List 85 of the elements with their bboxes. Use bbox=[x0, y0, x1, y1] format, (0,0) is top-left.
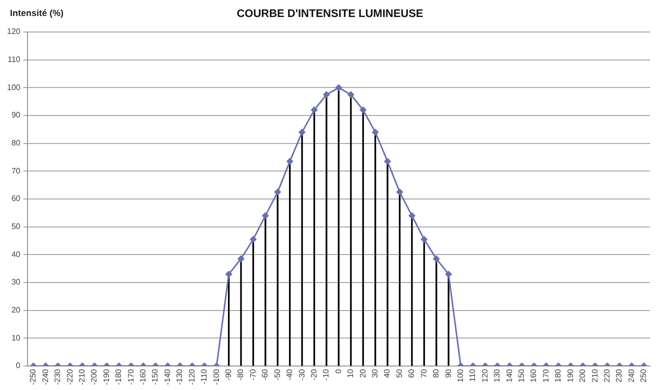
x-tick-label: -170 bbox=[126, 368, 136, 386]
point bbox=[384, 158, 391, 165]
x-tick-label: 180 bbox=[554, 368, 563, 382]
x-tick-label: 220 bbox=[602, 368, 612, 382]
x-tick-label: -20 bbox=[309, 368, 318, 381]
point bbox=[286, 158, 294, 165]
x-tick-label: -190 bbox=[102, 368, 111, 386]
x-tick-label: -110 bbox=[200, 368, 209, 384]
x-tick-label: -120 bbox=[187, 368, 196, 386]
x-tick-label: 100 bbox=[456, 368, 465, 382]
x-tick-label: -100 bbox=[212, 368, 221, 386]
y-tick-label: 20 bbox=[11, 306, 21, 315]
x-tick-label: -80 bbox=[236, 368, 246, 381]
point bbox=[274, 188, 281, 196]
x-tick-label: -150 bbox=[150, 368, 160, 386]
y-tick-label: 40 bbox=[11, 250, 21, 259]
x-tick-label: 120 bbox=[480, 368, 490, 382]
x-tick-label: -30 bbox=[297, 368, 306, 381]
y-tick-label: 110 bbox=[8, 55, 21, 64]
x-tick-label: -230 bbox=[53, 368, 62, 386]
x-tick-label: 30 bbox=[370, 368, 380, 378]
x-tick-label: 80 bbox=[432, 368, 441, 378]
x-tick-label: -220 bbox=[65, 368, 74, 386]
point bbox=[226, 270, 232, 278]
point bbox=[335, 84, 342, 91]
point bbox=[262, 212, 269, 219]
point bbox=[311, 106, 318, 114]
y-tick-label: 70 bbox=[11, 166, 21, 176]
x-tick-label: 90 bbox=[444, 368, 453, 378]
point bbox=[420, 236, 428, 243]
point bbox=[323, 91, 330, 98]
y-tick-label: 0 bbox=[16, 361, 21, 370]
x-tick-label: 60 bbox=[407, 368, 416, 378]
x-tick-label: 210 bbox=[590, 368, 600, 382]
point bbox=[238, 256, 244, 262]
chart-title: COURBE D'INTENSITE LUMINEUSE bbox=[236, 8, 424, 20]
y-tick-label: 120 bbox=[6, 27, 21, 36]
point bbox=[408, 212, 416, 219]
x-tick-label: 160 bbox=[529, 368, 538, 382]
x-tick-label: 140 bbox=[504, 368, 514, 382]
x-tick-label: 10 bbox=[346, 368, 356, 378]
point bbox=[396, 188, 403, 196]
point bbox=[372, 128, 379, 136]
x-tick-label: 130 bbox=[492, 368, 502, 382]
point bbox=[433, 256, 440, 262]
x-tick-label: 40 bbox=[382, 368, 392, 378]
x-tick-label: 230 bbox=[614, 368, 624, 382]
x-tick-label: 190 bbox=[566, 368, 575, 382]
point bbox=[348, 91, 354, 98]
x-tick-label: -130 bbox=[175, 368, 184, 386]
y-axis-title: Intensité (%) bbox=[10, 8, 64, 18]
x-tick-label: 170 bbox=[541, 368, 550, 382]
x-tick-label: -40 bbox=[285, 368, 294, 381]
point bbox=[360, 106, 366, 114]
y-tick-label: 30 bbox=[11, 278, 21, 287]
x-tick-label: -240 bbox=[40, 368, 50, 386]
y-tick-label: 60 bbox=[11, 194, 21, 204]
x-tick-label: -250 bbox=[28, 368, 38, 386]
x-tick-label: 250 bbox=[639, 368, 648, 382]
x-tick-label: 20 bbox=[358, 368, 368, 378]
y-tick-label: 50 bbox=[11, 222, 21, 232]
x-tick-label: 240 bbox=[626, 368, 636, 382]
point bbox=[445, 270, 452, 278]
x-tick-label: -210 bbox=[77, 368, 86, 386]
point bbox=[250, 236, 256, 243]
x-tick-label: -90 bbox=[224, 368, 233, 381]
x-tick-label: 0 bbox=[334, 368, 343, 374]
x-tick-label: -180 bbox=[114, 368, 124, 386]
x-tick-label: 110 bbox=[468, 368, 478, 382]
x-tick-label: -10 bbox=[322, 368, 331, 381]
y-tick-label: 80 bbox=[11, 138, 21, 148]
x-tick-label: 70 bbox=[419, 368, 428, 378]
x-tick-label: -60 bbox=[260, 368, 270, 381]
x-tick-label: 50 bbox=[394, 368, 404, 378]
x-tick-label: 150 bbox=[517, 368, 526, 382]
y-tick-label: 90 bbox=[11, 110, 21, 120]
y-tick-label: 100 bbox=[6, 82, 21, 92]
x-tick-label: -50 bbox=[272, 368, 282, 381]
x-tick-label: -160 bbox=[138, 368, 148, 386]
point bbox=[298, 128, 306, 136]
x-tick-label: -70 bbox=[248, 368, 258, 381]
x-tick-label: 200 bbox=[578, 368, 588, 382]
y-tick-label: 10 bbox=[11, 333, 21, 342]
x-tick-label: -200 bbox=[90, 368, 99, 386]
x-tick-label: -140 bbox=[162, 368, 172, 386]
